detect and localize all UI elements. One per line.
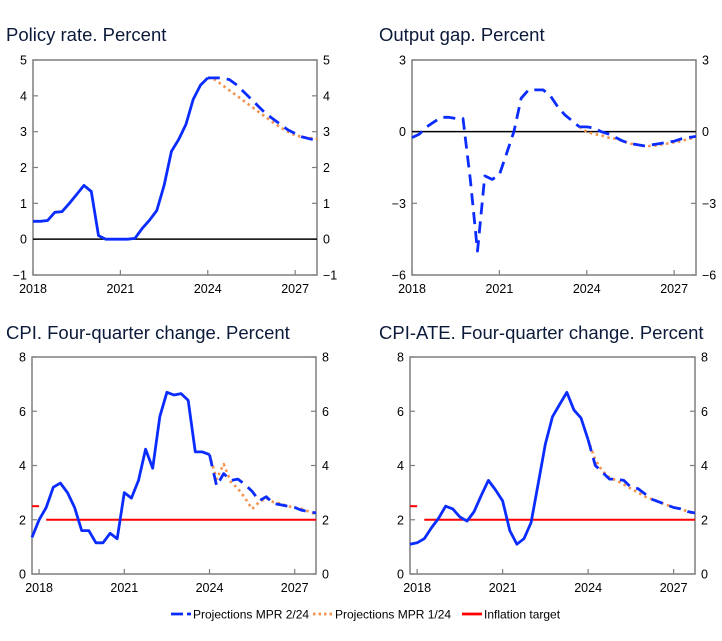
plot-frame: [411, 59, 697, 276]
chart-title: CPI-ATE. Four-quarter change. Percent: [379, 322, 704, 343]
projection-mpr-2-24-line: [586, 439, 696, 515]
y-tick-label-right: 8: [322, 351, 329, 365]
y-tick-label-right: 3: [323, 125, 330, 139]
y-tick-label-left: 0: [20, 233, 27, 247]
y-tick-label-right: 2: [322, 513, 329, 527]
y-tick-label-left: 0: [397, 568, 404, 582]
legend-label: Projections MPR 2/24: [193, 608, 309, 622]
x-tick-label: 2024: [573, 282, 601, 296]
y-tick-label-left: 2: [20, 161, 27, 175]
y-tick-label-left: 0: [399, 125, 406, 139]
y-tick-label-left: 3: [399, 54, 406, 68]
y-tick-label-left: 8: [19, 351, 26, 365]
y-tick-label-right: 1: [323, 197, 330, 211]
y-tick-label-right: −6: [702, 269, 716, 283]
x-tick-label: 2027: [660, 581, 688, 595]
x-tick-label: 2018: [19, 282, 47, 296]
chart-title: Output gap. Percent: [379, 24, 545, 45]
y-tick-label-right: 0: [322, 568, 329, 582]
legend-label: Inflation target: [484, 608, 561, 622]
history-line: [409, 390, 590, 546]
y-tick-label-left: 8: [397, 351, 404, 365]
chart-title: CPI. Four-quarter change. Percent: [6, 322, 290, 343]
plot-frame: [32, 59, 318, 276]
y-tick-label-right: −1: [323, 269, 337, 283]
history-line: [411, 88, 581, 253]
x-tick-label: 2027: [281, 581, 309, 595]
chart-panel-3: CPI. Four-quarter change. Percent 0 0 2 2 4 4 6…: [6, 322, 329, 595]
y-tick-label-left: 6: [397, 405, 404, 419]
legend: Projections MPR 2/24 Projections MPR 1/24…: [171, 608, 561, 622]
y-tick-label-left: 4: [20, 89, 27, 103]
chart-title: Policy rate. Percent: [6, 24, 166, 45]
chart-panel-2: Output gap. Percent −6 −6 −3 −3 0 0 3 3 2018 2021 2…: [379, 24, 716, 296]
projection-mpr-2-24-line: [579, 125, 697, 148]
y-tick-label-right: 0: [702, 125, 709, 139]
y-tick-label-left: −3: [392, 197, 406, 211]
y-tick-label-right: 2: [323, 161, 330, 175]
y-tick-label-left: 4: [19, 459, 26, 473]
x-tick-label: 2027: [660, 282, 688, 296]
y-tick-label-left: 2: [19, 513, 26, 527]
y-tick-label-right: 6: [701, 405, 708, 419]
x-tick-label: 2024: [194, 282, 222, 296]
x-tick-label: 2024: [574, 581, 602, 595]
x-tick-label: 2021: [106, 282, 134, 296]
y-tick-label-right: 3: [702, 54, 709, 68]
x-tick-label: 2021: [489, 581, 517, 595]
history-line: [33, 76, 209, 241]
projection-mpr-2-24-line: [208, 454, 317, 515]
x-tick-label: 2021: [110, 581, 138, 595]
y-tick-label-right: −3: [702, 197, 716, 211]
y-tick-label-right: 0: [323, 233, 330, 247]
y-tick-label-left: 1: [20, 197, 27, 211]
y-tick-label-left: 0: [19, 568, 26, 582]
projection-mpr-1-24-line: [208, 454, 317, 516]
y-tick-label-right: 0: [701, 568, 708, 582]
y-tick-label-left: 5: [20, 54, 27, 68]
x-tick-label: 2018: [403, 581, 431, 595]
y-tick-label-right: 5: [323, 54, 330, 68]
plot-frame: [409, 356, 696, 575]
y-tick-label-right: 2: [701, 513, 708, 527]
projection-mpr-2-24-line: [207, 76, 318, 142]
y-tick-label-left: −6: [392, 269, 406, 283]
x-tick-label: 2018: [398, 282, 426, 296]
x-tick-label: 2027: [281, 282, 309, 296]
projection-mpr-1-24-line: [586, 439, 696, 516]
y-tick-label-right: 4: [323, 89, 330, 103]
plot-frame: [31, 356, 317, 575]
y-tick-label-right: 4: [322, 459, 329, 473]
y-tick-label-right: 4: [701, 459, 708, 473]
y-tick-label-left: 4: [397, 459, 404, 473]
x-tick-label: 2021: [485, 282, 513, 296]
projection-mpr-1-24-line: [207, 76, 318, 141]
y-tick-label-left: 3: [20, 125, 27, 139]
history-line: [30, 390, 210, 545]
x-tick-label: 2018: [25, 581, 53, 595]
y-tick-label-left: −1: [13, 269, 27, 283]
x-tick-label: 2024: [196, 581, 224, 595]
chart-panel-1: Policy rate. Percent −1 −1 0 0 1 1 2 2 3 3 4 4 5 5 2018…: [6, 24, 337, 296]
y-tick-label-right: 6: [322, 405, 329, 419]
y-tick-label-right: 8: [701, 351, 708, 365]
legend-label: Projections MPR 1/24: [335, 608, 451, 622]
y-tick-label-left: 6: [19, 405, 26, 419]
projection-mpr-1-24-line: [578, 125, 697, 148]
y-tick-label-left: 2: [397, 513, 404, 527]
